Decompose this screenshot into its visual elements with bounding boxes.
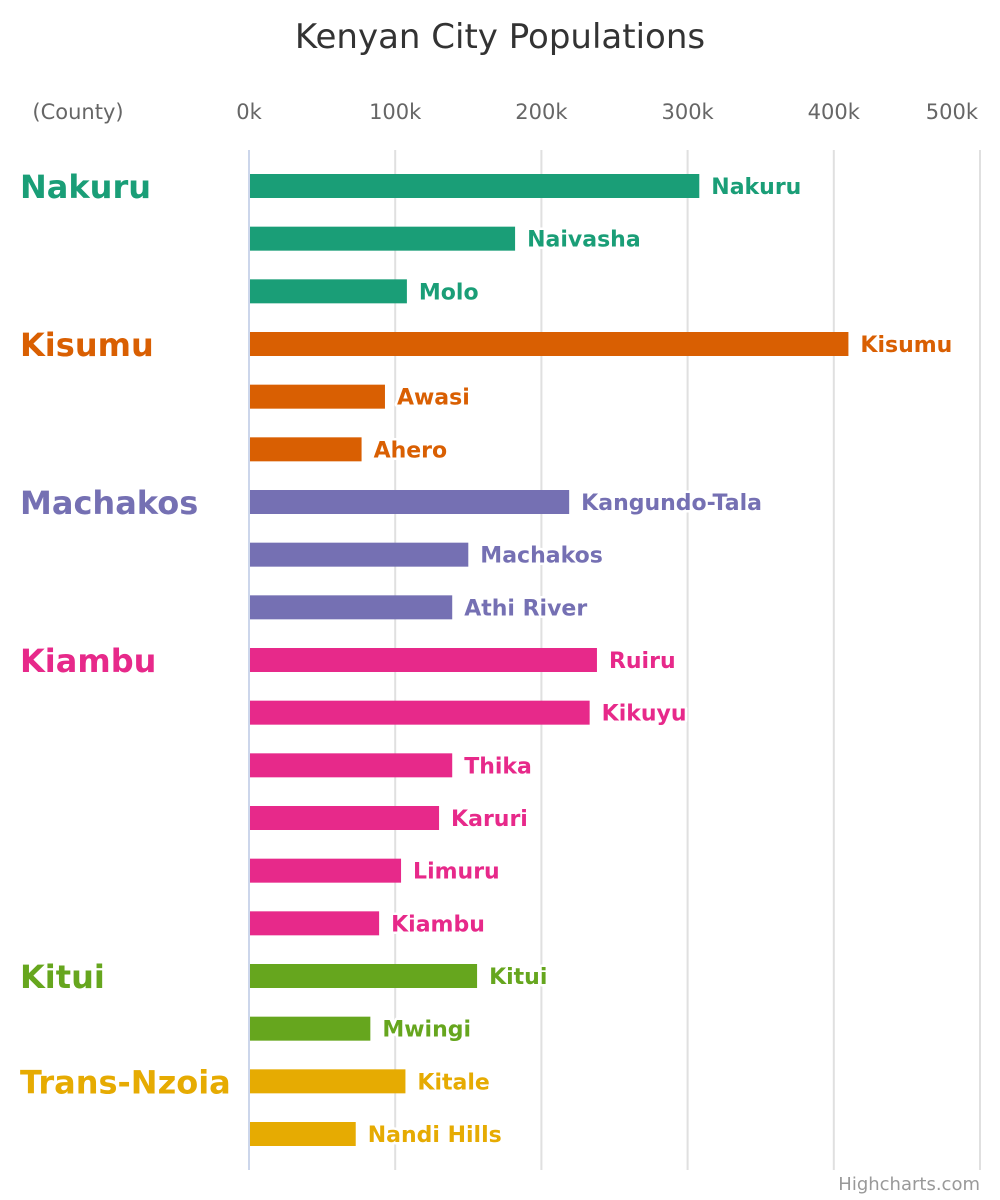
bars (250, 174, 849, 1146)
county-label: Kiambu (20, 642, 156, 680)
bar[interactable] (250, 911, 380, 936)
tick-label: 500k (926, 100, 979, 124)
bar[interactable] (250, 437, 362, 462)
bar[interactable] (250, 174, 700, 198)
bar[interactable] (250, 1016, 371, 1041)
bar[interactable] (250, 806, 440, 830)
bar[interactable] (250, 595, 453, 620)
data-label: Naivasha (527, 228, 641, 253)
data-label: Machakos (480, 544, 603, 569)
bar[interactable] (250, 332, 849, 356)
county-label: Nakuru (20, 168, 151, 206)
data-label: Mwingi (382, 1018, 471, 1043)
data-labels: Nakuru Naivasha Molo Kisumu Awasi Ahero Kangun… (365, 173, 955, 1151)
tick-label: 0k (236, 100, 262, 124)
bar[interactable] (250, 1122, 356, 1146)
bar[interactable] (250, 700, 590, 725)
bar[interactable] (250, 226, 516, 251)
data-label: Limuru (413, 860, 500, 885)
bar[interactable] (250, 858, 402, 883)
data-label: Kikuyu (602, 702, 687, 727)
bar[interactable] (250, 1069, 406, 1094)
tick-label: 200k (515, 100, 568, 124)
county-labels: Nakuru Kisumu Machakos Kiambu Kitui Trans-Nzo… (20, 168, 231, 1101)
data-label: Athi River (464, 596, 587, 621)
bar[interactable] (250, 279, 407, 304)
bar[interactable] (250, 542, 469, 567)
tick-label: 400k (808, 100, 861, 124)
tick-label: 100k (369, 100, 422, 124)
data-label: Kisumu (860, 333, 952, 358)
county-label: Kitui (20, 958, 105, 996)
data-label: Thika (464, 754, 532, 779)
data-label: Kiambu (391, 912, 485, 937)
county-label: Kisumu (20, 326, 154, 364)
county-label: Machakos (20, 484, 198, 522)
data-label: Nakuru (711, 175, 801, 200)
data-label: Karuri (451, 807, 528, 832)
value-axis-ticks: 0k 100k 200k 300k 400k 500k (236, 100, 979, 124)
data-label: Kitui (489, 965, 547, 990)
grid-lines (394, 150, 981, 1170)
credits-link[interactable]: Highcharts.com (838, 1174, 980, 1195)
chart-title: Kenyan City Populations (295, 17, 705, 57)
bar[interactable] (250, 490, 570, 514)
data-label: Kangundo-Tala (581, 491, 762, 516)
data-label: Nandi Hills (368, 1123, 502, 1148)
data-label: Ruiru (609, 649, 676, 674)
category-axis-title: (County) (32, 100, 123, 124)
data-label: Kitale (417, 1070, 489, 1095)
bar[interactable] (250, 964, 478, 988)
bar[interactable] (250, 648, 597, 672)
bar[interactable] (250, 384, 385, 409)
bar[interactable] (250, 753, 453, 778)
data-label: Molo (419, 280, 479, 305)
data-label: Awasi (397, 386, 470, 411)
tick-label: 300k (661, 100, 714, 124)
data-label: Ahero (374, 438, 448, 463)
county-label: Trans-Nzoia (20, 1063, 231, 1101)
